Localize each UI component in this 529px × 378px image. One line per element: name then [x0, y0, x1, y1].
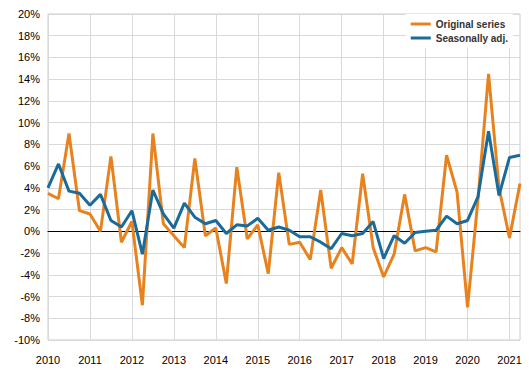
- svg-text:2017: 2017: [329, 354, 353, 366]
- svg-text:2%: 2%: [24, 204, 40, 216]
- svg-text:2010: 2010: [36, 354, 60, 366]
- svg-text:2015: 2015: [246, 354, 270, 366]
- svg-text:-6%: -6%: [20, 291, 40, 303]
- svg-text:-4%: -4%: [20, 269, 40, 281]
- svg-text:2020: 2020: [455, 354, 479, 366]
- svg-text:2012: 2012: [120, 354, 144, 366]
- svg-text:8%: 8%: [24, 138, 40, 150]
- svg-text:-2%: -2%: [20, 247, 40, 259]
- svg-text:6%: 6%: [24, 160, 40, 172]
- svg-text:4%: 4%: [24, 182, 40, 194]
- svg-text:2011: 2011: [78, 354, 102, 366]
- svg-text:2016: 2016: [287, 354, 311, 366]
- svg-text:2018: 2018: [371, 354, 395, 366]
- svg-text:2021: 2021: [497, 354, 521, 366]
- svg-text:2019: 2019: [413, 354, 437, 366]
- svg-text:2013: 2013: [162, 354, 186, 366]
- svg-text:Seasonally adj.: Seasonally adj.: [436, 33, 508, 44]
- svg-text:20%: 20%: [18, 8, 40, 20]
- svg-text:-10%: -10%: [14, 334, 40, 346]
- svg-text:-8%: -8%: [20, 312, 40, 324]
- svg-text:Original series: Original series: [436, 19, 506, 30]
- svg-text:16%: 16%: [18, 51, 40, 63]
- svg-text:18%: 18%: [18, 30, 40, 42]
- svg-text:0%: 0%: [24, 225, 40, 237]
- svg-text:12%: 12%: [18, 95, 40, 107]
- svg-text:14%: 14%: [18, 73, 40, 85]
- svg-text:10%: 10%: [18, 117, 40, 129]
- svg-text:2014: 2014: [204, 354, 228, 366]
